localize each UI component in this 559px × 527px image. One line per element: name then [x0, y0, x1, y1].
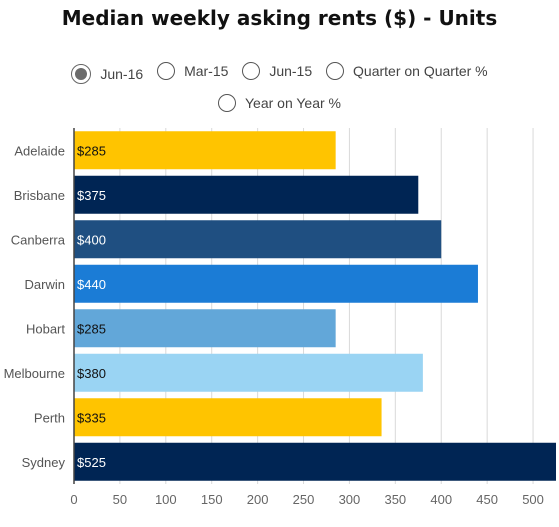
radio-jun-16[interactable]: Jun-16: [71, 64, 143, 84]
radio-quarter-on-quarter[interactable]: Quarter on Quarter %: [326, 62, 488, 80]
data-label: $375: [77, 188, 106, 203]
data-label: $400: [77, 232, 106, 247]
radio-button-icon: [71, 64, 92, 84]
data-label: $525: [77, 455, 106, 470]
x-tick-label: 150: [201, 492, 223, 507]
chart-title: Median weekly asking rents ($) - Units: [61, 6, 498, 30]
category-label: Sydney: [22, 455, 66, 470]
x-tick-label: 400: [430, 492, 452, 507]
data-label: $440: [77, 277, 106, 292]
radio-mar-15[interactable]: Mar-15: [157, 62, 228, 80]
bar: [74, 442, 556, 481]
category-label: Canberra: [11, 232, 66, 247]
radio-label: Year on Year %: [244, 95, 341, 111]
category-label: Melbourne: [4, 366, 65, 381]
bar: [74, 264, 478, 303]
x-tick-label: 200: [247, 492, 269, 507]
period-selector: Jun-16 Mar-15 Jun-15 Quarter on Quarter …: [0, 62, 559, 84]
category-label: Hobart: [26, 321, 65, 336]
radio-button-icon: [326, 62, 345, 80]
x-tick-label: 50: [113, 492, 127, 507]
bar: [74, 398, 382, 437]
bar: [74, 131, 336, 170]
category-label: Adelaide: [14, 143, 65, 158]
category-label: Perth: [34, 410, 65, 425]
data-label: $285: [77, 321, 106, 336]
radio-year-on-year[interactable]: Year on Year %: [217, 94, 341, 112]
data-label: $380: [77, 366, 106, 381]
x-tick-label: 0: [70, 492, 77, 507]
radio-button-icon: [157, 62, 176, 80]
radio-label: Jun-15: [269, 63, 313, 79]
x-tick-label: 250: [293, 492, 315, 507]
period-selector-row-2: Year on Year %: [0, 94, 559, 115]
category-label: Darwin: [25, 277, 65, 292]
x-tick-label: 450: [476, 492, 498, 507]
data-label: $335: [77, 410, 106, 425]
radio-jun-15[interactable]: Jun-15: [242, 62, 312, 80]
bar: [74, 175, 419, 214]
bar: [74, 353, 423, 392]
radio-label: Jun-16: [100, 66, 144, 82]
x-tick-label: 500: [522, 492, 544, 507]
radio-button-icon: [242, 62, 261, 80]
x-tick-label: 300: [339, 492, 361, 507]
bar: [74, 309, 336, 348]
data-label: $285: [77, 143, 106, 158]
radio-label: Quarter on Quarter %: [353, 63, 488, 79]
category-label: Brisbane: [14, 188, 65, 203]
radio-button-icon: [217, 94, 236, 112]
x-tick-label: 100: [155, 492, 177, 507]
bar: [74, 220, 442, 259]
x-tick-label: 350: [384, 492, 406, 507]
radio-label: Mar-15: [184, 63, 229, 79]
